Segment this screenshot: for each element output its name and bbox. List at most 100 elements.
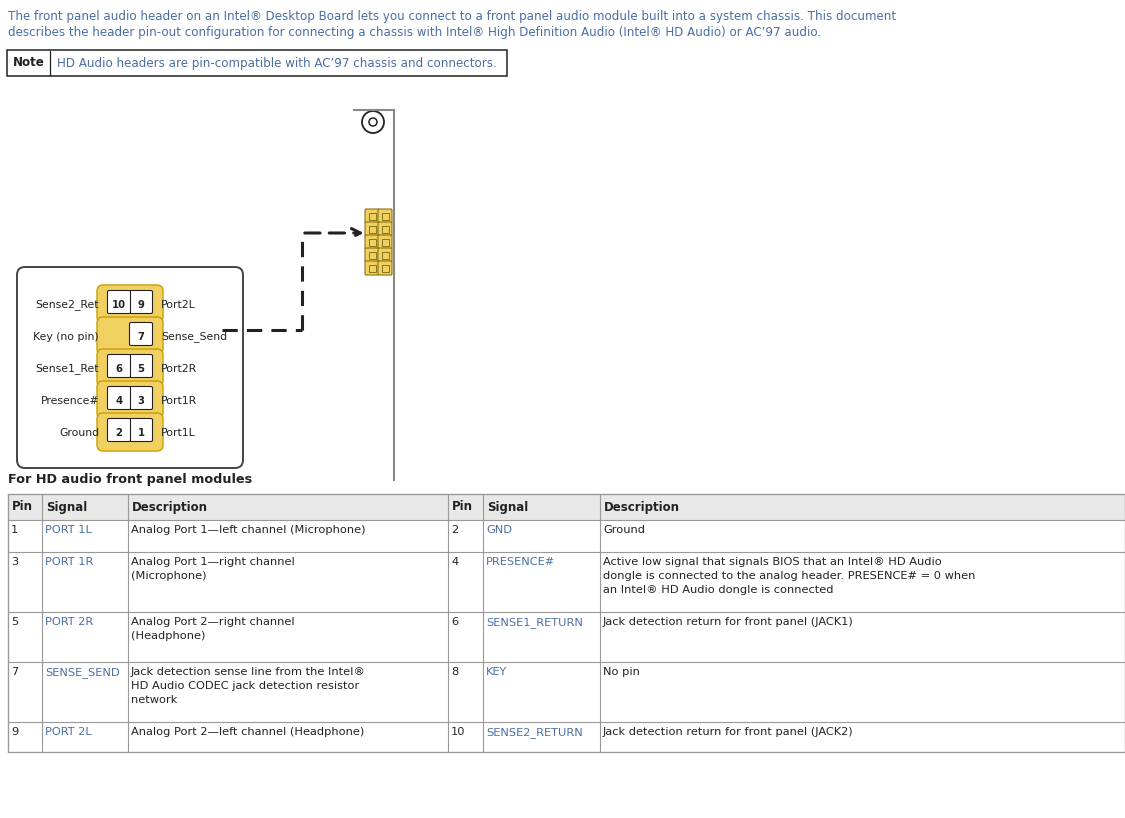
FancyBboxPatch shape bbox=[364, 261, 379, 275]
Text: Sense2_Ret: Sense2_Ret bbox=[36, 299, 99, 311]
Text: 1: 1 bbox=[137, 428, 144, 438]
FancyBboxPatch shape bbox=[97, 349, 163, 387]
Bar bbox=[369, 251, 376, 258]
FancyBboxPatch shape bbox=[17, 267, 243, 468]
FancyBboxPatch shape bbox=[364, 235, 379, 249]
FancyBboxPatch shape bbox=[97, 381, 163, 419]
Text: 6: 6 bbox=[116, 364, 123, 374]
Bar bbox=[7, 50, 507, 76]
Text: 9: 9 bbox=[11, 727, 18, 737]
Text: HD Audio headers are pin-compatible with AC’97 chassis and connectors.: HD Audio headers are pin-compatible with… bbox=[57, 56, 497, 70]
Bar bbox=[8, 494, 1125, 752]
Text: PORT 1L: PORT 1L bbox=[45, 525, 92, 535]
FancyBboxPatch shape bbox=[97, 413, 163, 451]
Bar bbox=[8, 494, 1125, 520]
Text: No pin: No pin bbox=[603, 667, 640, 677]
Text: PRESENCE#: PRESENCE# bbox=[486, 557, 556, 567]
Text: 10: 10 bbox=[451, 727, 466, 737]
Bar bbox=[381, 226, 388, 232]
Text: Ground: Ground bbox=[603, 525, 645, 535]
Text: Analog Port 2—right channel
(Headphone): Analog Port 2—right channel (Headphone) bbox=[130, 617, 295, 641]
Text: 3: 3 bbox=[11, 557, 18, 567]
Bar bbox=[381, 213, 388, 219]
Circle shape bbox=[362, 111, 384, 133]
Text: Port2R: Port2R bbox=[161, 364, 197, 374]
Bar bbox=[381, 251, 388, 258]
FancyBboxPatch shape bbox=[364, 209, 379, 223]
Text: SENSE2_RETURN: SENSE2_RETURN bbox=[486, 727, 583, 738]
Text: PORT 2L: PORT 2L bbox=[45, 727, 91, 737]
Text: Key (no pin): Key (no pin) bbox=[34, 332, 99, 342]
FancyBboxPatch shape bbox=[108, 419, 130, 442]
Text: Active low signal that signals BIOS that an Intel® HD Audio
dongle is connected : Active low signal that signals BIOS that… bbox=[603, 557, 975, 595]
Text: Ground: Ground bbox=[58, 428, 99, 438]
FancyBboxPatch shape bbox=[129, 322, 153, 345]
FancyBboxPatch shape bbox=[129, 354, 153, 377]
FancyBboxPatch shape bbox=[378, 209, 391, 223]
FancyBboxPatch shape bbox=[364, 248, 379, 262]
FancyBboxPatch shape bbox=[378, 261, 391, 275]
FancyBboxPatch shape bbox=[364, 222, 379, 236]
Text: 5: 5 bbox=[11, 617, 18, 627]
Text: Signal: Signal bbox=[487, 501, 529, 514]
Bar bbox=[369, 226, 376, 232]
Text: Port1L: Port1L bbox=[161, 428, 196, 438]
FancyBboxPatch shape bbox=[378, 248, 391, 262]
Text: 3: 3 bbox=[137, 396, 144, 406]
Text: 10: 10 bbox=[112, 300, 126, 310]
FancyBboxPatch shape bbox=[378, 235, 391, 249]
Bar bbox=[369, 239, 376, 245]
Text: Pin: Pin bbox=[452, 501, 472, 514]
Text: Presence#: Presence# bbox=[40, 396, 99, 406]
Bar bbox=[381, 239, 388, 245]
FancyBboxPatch shape bbox=[97, 317, 163, 355]
FancyBboxPatch shape bbox=[97, 285, 163, 323]
FancyBboxPatch shape bbox=[378, 222, 391, 236]
Text: Sense_Send: Sense_Send bbox=[161, 331, 227, 343]
Bar bbox=[381, 264, 388, 272]
Text: Port2L: Port2L bbox=[161, 300, 196, 310]
Text: Jack detection return for front panel (JACK2): Jack detection return for front panel (J… bbox=[603, 727, 854, 737]
Text: SENSE_SEND: SENSE_SEND bbox=[45, 667, 119, 678]
Text: SENSE1_RETURN: SENSE1_RETURN bbox=[486, 617, 583, 628]
FancyBboxPatch shape bbox=[108, 386, 130, 410]
Text: For HD audio front panel modules: For HD audio front panel modules bbox=[8, 473, 252, 486]
Text: Note: Note bbox=[14, 56, 45, 70]
Text: 9: 9 bbox=[137, 300, 144, 310]
FancyBboxPatch shape bbox=[108, 290, 130, 313]
Text: Pin: Pin bbox=[12, 501, 33, 514]
Circle shape bbox=[369, 118, 377, 126]
Text: 2: 2 bbox=[116, 428, 123, 438]
Text: Sense1_Ret: Sense1_Ret bbox=[36, 363, 99, 375]
Text: GND: GND bbox=[486, 525, 512, 535]
Text: 7: 7 bbox=[137, 332, 144, 342]
Text: describes the header pin-out configuration for connecting a chassis with Intel® : describes the header pin-out configurati… bbox=[8, 26, 821, 39]
Bar bbox=[369, 264, 376, 272]
FancyBboxPatch shape bbox=[129, 386, 153, 410]
Text: Analog Port 1—left channel (Microphone): Analog Port 1—left channel (Microphone) bbox=[130, 525, 366, 535]
Text: 8: 8 bbox=[451, 667, 458, 677]
Text: Description: Description bbox=[604, 501, 680, 514]
FancyBboxPatch shape bbox=[129, 290, 153, 313]
Text: PORT 2R: PORT 2R bbox=[45, 617, 93, 627]
Text: 5: 5 bbox=[137, 364, 144, 374]
Text: Signal: Signal bbox=[46, 501, 88, 514]
Text: Jack detection sense line from the Intel®
HD Audio CODEC jack detection resistor: Jack detection sense line from the Intel… bbox=[130, 667, 366, 705]
Text: 4: 4 bbox=[451, 557, 458, 567]
Text: Jack detection return for front panel (JACK1): Jack detection return for front panel (J… bbox=[603, 617, 854, 627]
Text: 1: 1 bbox=[11, 525, 18, 535]
Text: PORT 1R: PORT 1R bbox=[45, 557, 93, 567]
Text: 2: 2 bbox=[451, 525, 458, 535]
Text: Analog Port 1—right channel
(Microphone): Analog Port 1—right channel (Microphone) bbox=[130, 557, 295, 581]
FancyBboxPatch shape bbox=[108, 354, 130, 377]
Text: 4: 4 bbox=[116, 396, 123, 406]
Text: Description: Description bbox=[132, 501, 208, 514]
Text: KEY: KEY bbox=[486, 667, 507, 677]
Bar bbox=[369, 213, 376, 219]
Text: Port1R: Port1R bbox=[161, 396, 197, 406]
Text: The front panel audio header on an Intel® Desktop Board lets you connect to a fr: The front panel audio header on an Intel… bbox=[8, 10, 897, 23]
Text: 6: 6 bbox=[451, 617, 458, 627]
FancyBboxPatch shape bbox=[129, 419, 153, 442]
Text: 7: 7 bbox=[11, 667, 18, 677]
Text: Analog Port 2—left channel (Headphone): Analog Port 2—left channel (Headphone) bbox=[130, 727, 364, 737]
